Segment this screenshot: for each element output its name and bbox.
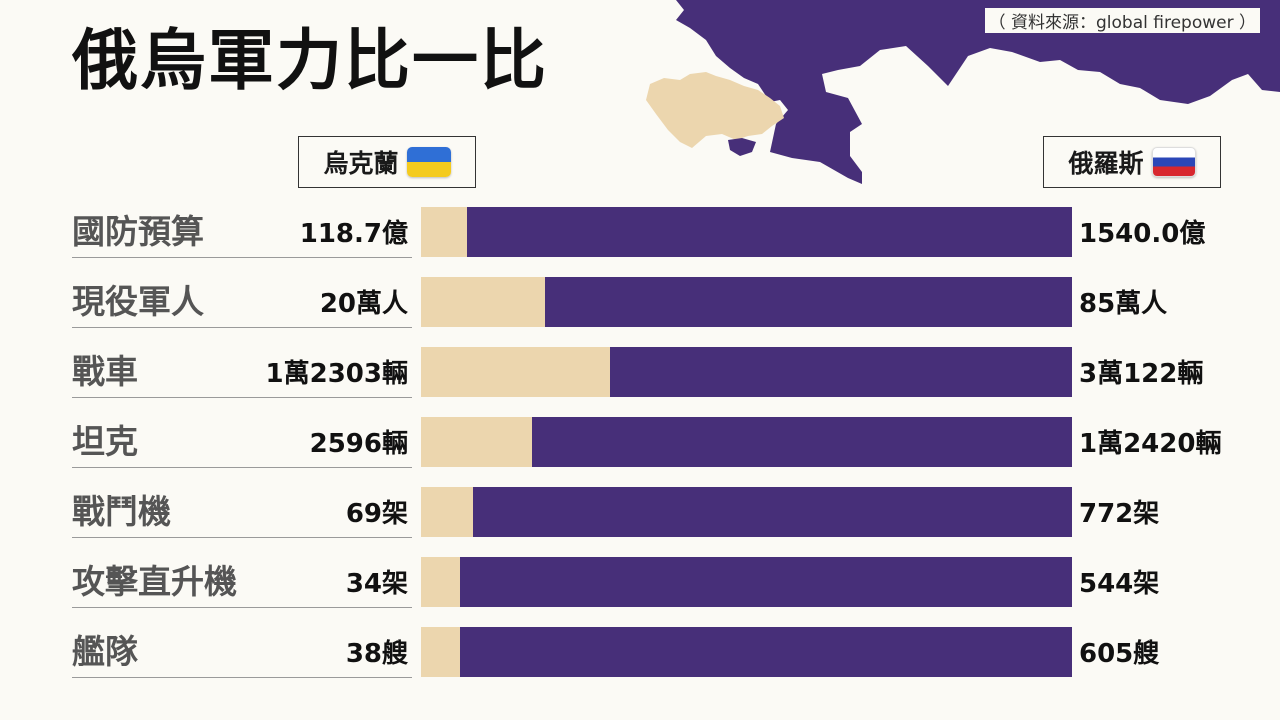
category-label: 艦隊 [72, 627, 412, 678]
region-map [646, 0, 1280, 184]
ukraine-bar [421, 277, 545, 327]
legend-russia-label: 俄羅斯 [1068, 149, 1144, 178]
category-label: 現役軍人 [72, 277, 412, 328]
ukraine-territory [646, 72, 784, 148]
russia-value-label: 1萬2420輛 [1079, 429, 1222, 459]
russia-bar [421, 347, 1072, 397]
russia-territory [676, 0, 1280, 184]
legend-ukraine-label: 烏克蘭 [323, 149, 399, 178]
russia-value-label: 544架 [1079, 569, 1160, 599]
legend-ukraine: 烏克蘭 [298, 136, 476, 188]
ukraine-value-label: 118.7億 [299, 219, 408, 249]
chart-row: 坦克 2596輛 1萬2420輛 [0, 415, 1280, 485]
russia-value-label: 605艘 [1079, 639, 1160, 669]
russia-bar [421, 557, 1072, 607]
ukraine-bar [421, 347, 610, 397]
russia-flag-icon [1151, 147, 1196, 177]
russia-bar [421, 277, 1072, 327]
source-note: （ 資料來源：global firepower ） [984, 8, 1260, 33]
page-title: 俄烏軍力比一比 [72, 22, 548, 99]
chart-row: 攻擊直升機 34架 544架 [0, 555, 1280, 625]
russia-bar [421, 207, 1072, 257]
russia-bar [421, 417, 1072, 467]
russia-bar [421, 627, 1072, 677]
ukraine-value-label: 2596輛 [309, 429, 408, 459]
ukraine-value-label: 38艘 [345, 639, 408, 669]
russia-value-label: 85萬人 [1079, 289, 1168, 319]
ukraine-bar [421, 557, 461, 607]
legend-russia: 俄羅斯 [1043, 136, 1221, 188]
crimea [728, 138, 756, 156]
ukraine-value-label: 69架 [345, 499, 408, 529]
ukraine-value-label: 34架 [345, 569, 408, 599]
russia-value-label: 1540.0億 [1079, 219, 1206, 249]
category-label: 戰鬥機 [72, 487, 412, 538]
chart-row: 戰鬥機 69架 772架 [0, 485, 1280, 555]
ukraine-bar [421, 207, 467, 257]
category-label: 坦克 [72, 417, 412, 468]
russia-value-label: 772架 [1079, 499, 1160, 529]
russia-value-label: 3萬122輛 [1079, 359, 1204, 389]
category-label: 國防預算 [72, 207, 412, 258]
ukraine-bar [421, 627, 461, 677]
category-label: 攻擊直升機 [72, 557, 412, 608]
chart-row: 艦隊 38艘 605艘 [0, 625, 1280, 695]
category-label: 戰車 [72, 347, 412, 398]
ukraine-flag-icon [406, 147, 451, 177]
chart-row: 國防預算 118.7億 1540.0億 [0, 205, 1280, 275]
chart-row: 戰車 1萬2303輛 3萬122輛 [0, 345, 1280, 415]
ukraine-value-label: 20萬人 [319, 289, 408, 319]
chart-row: 現役軍人 20萬人 85萬人 [0, 275, 1280, 345]
ukraine-bar [421, 487, 474, 537]
ukraine-value-label: 1萬2303輛 [265, 359, 408, 389]
russia-bar [421, 487, 1072, 537]
ukraine-bar [421, 417, 532, 467]
